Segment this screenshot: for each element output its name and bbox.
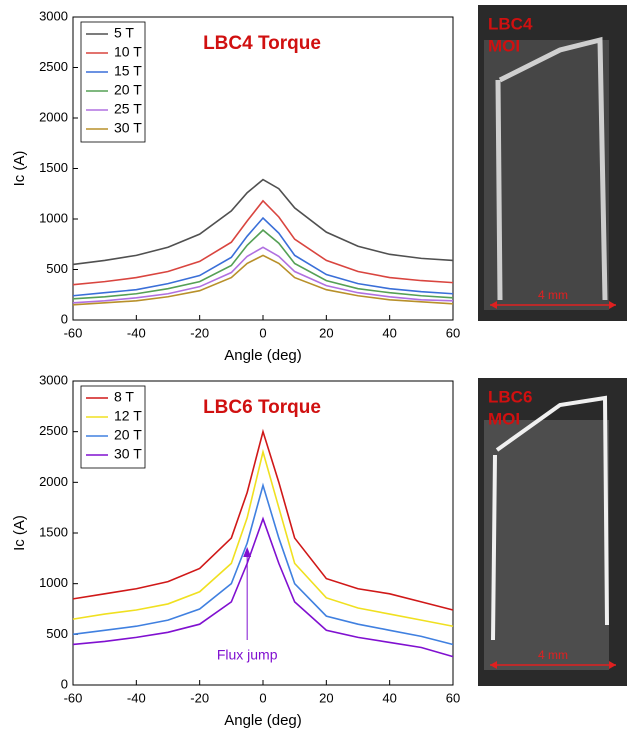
y-axis-label: Ic (A) [11, 151, 28, 187]
y-tick-label: 1000 [39, 210, 68, 225]
series-line [72, 448, 454, 628]
x-axis-label: Angle (deg) [224, 712, 302, 729]
x-tick-label: 20 [319, 325, 333, 340]
y-tick-label: 3000 [39, 372, 68, 387]
series-line [72, 516, 454, 658]
image-label: MOI [488, 409, 520, 428]
x-tick-label: 60 [446, 325, 460, 340]
scale-label: 4 mm [538, 648, 568, 662]
x-tick-label: 0 [259, 325, 266, 340]
image-label: MOI [488, 36, 520, 55]
x-tick-label: 60 [446, 690, 460, 705]
x-tick-label: -40 [127, 325, 146, 340]
legend-label: 10 T [114, 44, 142, 60]
legend-label: 5 T [114, 25, 134, 41]
legend-label: 12 T [114, 408, 142, 424]
x-tick-label: -40 [127, 690, 146, 705]
y-tick-label: 1500 [39, 524, 68, 539]
y-tick-label: 0 [61, 676, 68, 691]
series-line [72, 246, 454, 304]
legend-label: 20 T [114, 82, 142, 98]
x-tick-label: 40 [382, 690, 396, 705]
legend-label: 20 T [114, 427, 142, 443]
y-tick-label: 2000 [39, 474, 68, 489]
series-line [72, 229, 454, 300]
legend-label: 25 T [114, 101, 142, 117]
scale-label: 4 mm [538, 288, 568, 302]
y-tick-label: 2000 [39, 109, 68, 124]
y-axis-label: Ic (A) [11, 515, 28, 551]
chart-title: LBC4 Torque [203, 33, 321, 54]
y-tick-label: 3000 [39, 8, 68, 23]
x-tick-label: 0 [259, 690, 266, 705]
annotation: Flux jump [217, 647, 278, 663]
moi-image [478, 5, 627, 321]
legend-label: 8 T [114, 389, 134, 405]
series-line [72, 199, 454, 286]
legend-label: 30 T [114, 120, 142, 136]
series-line [72, 216, 454, 297]
x-tick-label: -60 [64, 690, 83, 705]
series-line [72, 428, 454, 611]
y-tick-label: 0 [61, 311, 68, 326]
legend-box [80, 21, 146, 143]
y-tick-label: 2500 [39, 59, 68, 74]
legend-label: 30 T [114, 446, 142, 462]
series-line [72, 482, 454, 646]
series-line [72, 178, 454, 266]
x-tick-label: -20 [190, 325, 209, 340]
y-tick-label: 500 [46, 261, 68, 276]
series-line [72, 254, 454, 306]
y-tick-label: 2500 [39, 423, 68, 438]
y-tick-label: 1500 [39, 160, 68, 175]
x-tick-label: -60 [64, 325, 83, 340]
y-tick-label: 1000 [39, 575, 68, 590]
image-label: LBC4 [488, 14, 533, 33]
y-tick-label: 500 [46, 626, 68, 641]
image-label: LBC6 [488, 387, 532, 406]
chart-title: LBC6 Torque [203, 397, 321, 418]
legend-label: 15 T [114, 63, 142, 79]
x-tick-label: 40 [382, 325, 396, 340]
annotation-arrowhead [243, 547, 252, 557]
x-tick-label: 20 [319, 690, 333, 705]
x-tick-label: -20 [190, 690, 209, 705]
moi-image [478, 378, 627, 686]
x-axis-label: Angle (deg) [224, 347, 302, 364]
